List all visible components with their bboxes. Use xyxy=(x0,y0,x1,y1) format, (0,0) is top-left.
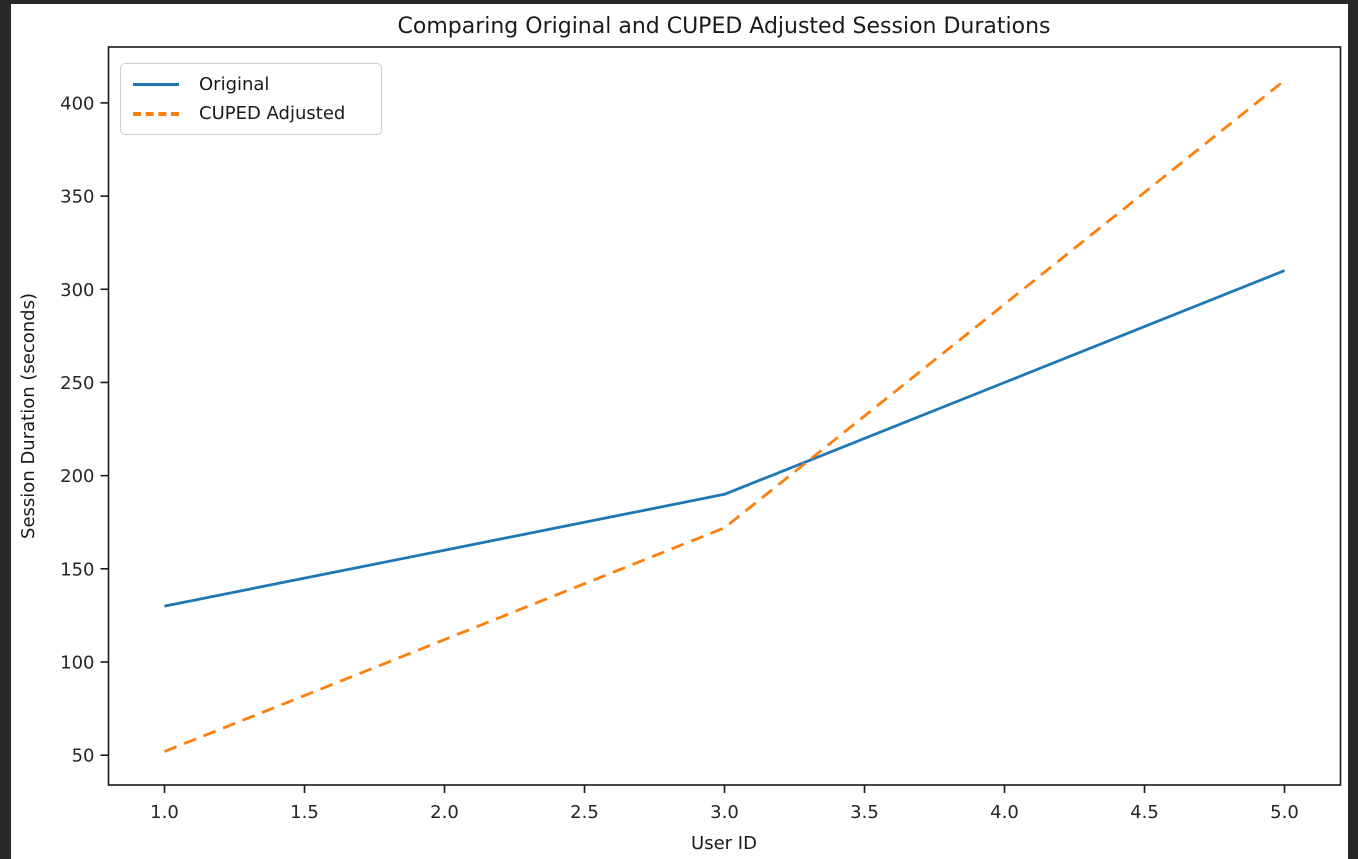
legend-line-sample-solid xyxy=(133,82,179,86)
legend-line-sample-dashed xyxy=(133,111,179,116)
chart-title: Comparing Original and CUPED Adjusted Se… xyxy=(398,14,1051,39)
x-axis-ticks: 1.0 1.5 2.0 2.5 3.0 3.5 4.0 4.5 5.0 xyxy=(150,785,1299,823)
y-tick-label: 50 xyxy=(72,746,95,767)
x-tick-label: 3.0 xyxy=(710,802,739,823)
y-axis-label: Session Duration (seconds) xyxy=(18,293,39,539)
y-axis-ticks: 50 100 150 200 250 300 350 400 xyxy=(60,93,109,767)
legend-label: CUPED Adjusted xyxy=(199,103,346,125)
axes-frame xyxy=(107,46,1342,786)
y-tick-label: 300 xyxy=(60,280,94,301)
x-tick-label: 3.5 xyxy=(850,802,879,823)
x-tick-label: 1.0 xyxy=(150,802,179,823)
x-tick-label: 1.5 xyxy=(290,802,319,823)
series-line-cuped-adjusted xyxy=(163,79,1286,753)
series-lines xyxy=(163,79,1286,753)
figure-background xyxy=(11,4,1348,859)
x-tick-label: 4.5 xyxy=(1130,802,1159,823)
legend-entry-cuped: CUPED Adjusted xyxy=(133,101,369,127)
x-tick-label: 2.0 xyxy=(430,802,459,823)
legend: Original CUPED Adjusted xyxy=(120,63,382,135)
x-axis-label: User ID xyxy=(691,833,757,854)
x-tick-label: 5.0 xyxy=(1270,802,1299,823)
y-tick-label: 100 xyxy=(60,653,94,674)
x-tick-label: 2.5 xyxy=(570,802,599,823)
x-tick-label: 4.0 xyxy=(990,802,1019,823)
series-line-original xyxy=(164,269,1286,608)
y-tick-label: 250 xyxy=(60,373,94,394)
y-tick-label: 350 xyxy=(60,187,94,208)
legend-label: Original xyxy=(199,73,270,95)
y-tick-label: 200 xyxy=(60,466,94,487)
legend-entry-original: Original xyxy=(133,71,369,97)
y-tick-label: 400 xyxy=(60,93,94,114)
y-tick-label: 150 xyxy=(60,559,94,580)
